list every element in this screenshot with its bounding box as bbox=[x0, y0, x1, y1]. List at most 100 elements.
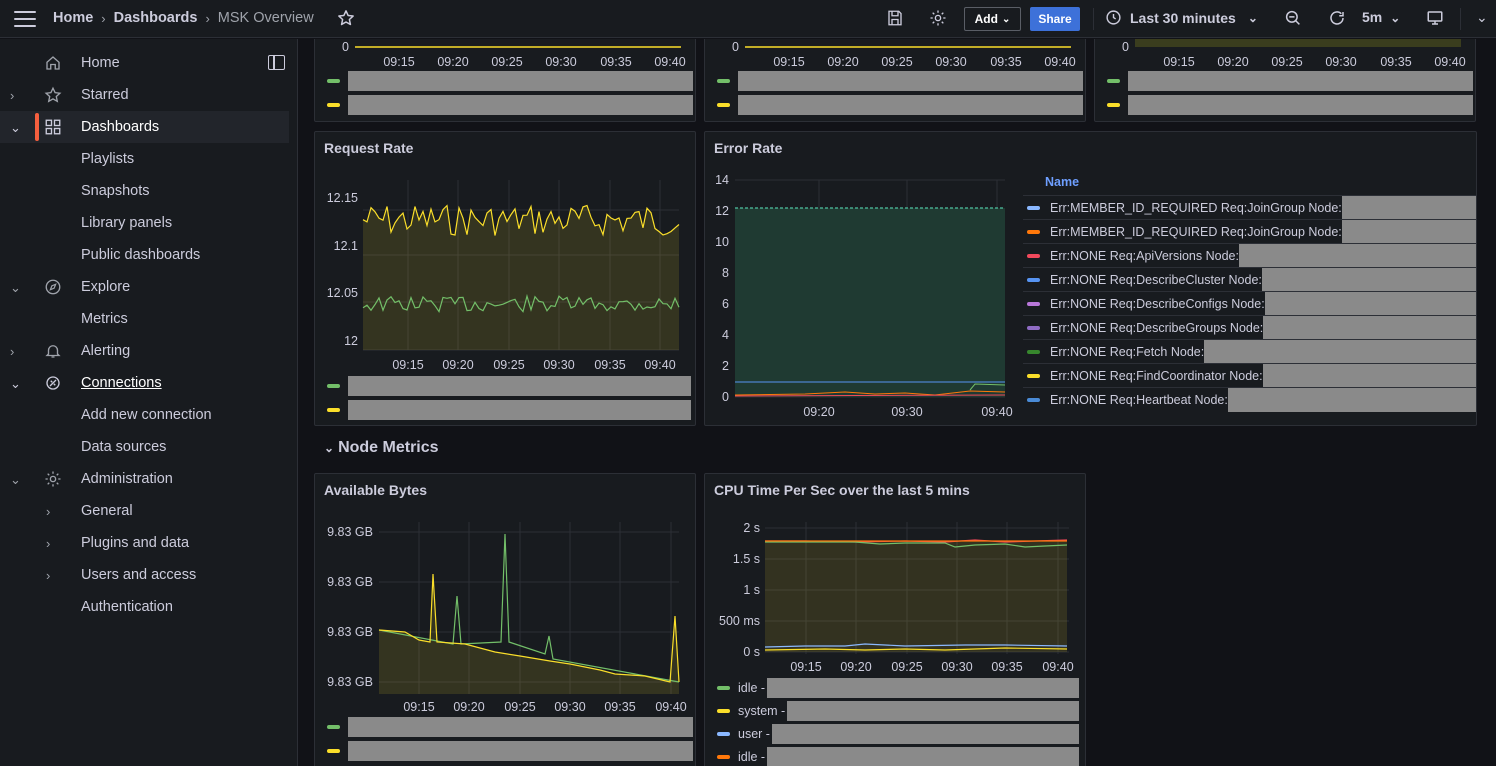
legend-item[interactable]: Err:NONE Req:DescribeCluster Node: bbox=[1023, 267, 1476, 292]
legend-item[interactable] bbox=[717, 95, 1083, 115]
panel-top-3-chart: 0 09:15 09:20 09:25 09:30 09:35 09:40 bbox=[1122, 39, 1466, 69]
chevron-down-icon[interactable]: ⌄ bbox=[10, 376, 21, 391]
redacted-label bbox=[1263, 315, 1476, 340]
legend-item[interactable]: idle - bbox=[717, 747, 1079, 766]
legend-item[interactable]: Err:NONE Req:Heartbeat Node: bbox=[1023, 387, 1476, 412]
panel-title[interactable]: CPU Time Per Sec over the last 5 mins bbox=[714, 482, 970, 498]
panel-title[interactable]: Available Bytes bbox=[324, 482, 427, 498]
y-tick: 0 bbox=[722, 390, 729, 404]
sidebar-item-snapshots[interactable]: Snapshots bbox=[0, 175, 298, 207]
legend-item[interactable]: Err:NONE Req:ApiVersions Node: bbox=[1023, 243, 1476, 268]
refresh-interval-picker[interactable]: 5m ⌄ bbox=[1362, 9, 1400, 25]
sidebar-item-plugins-and-data[interactable]: › Plugins and data bbox=[0, 527, 298, 559]
chevron-right-icon[interactable]: › bbox=[46, 536, 51, 551]
chevron-down-icon[interactable]: ⌄ bbox=[10, 472, 21, 487]
legend-item[interactable]: Err:NONE Req:Fetch Node: bbox=[1023, 339, 1476, 364]
sidebar-item-alerting[interactable]: › Alerting bbox=[0, 335, 298, 367]
legend-item[interactable] bbox=[717, 71, 1083, 91]
sidebar-item-public-dashboards[interactable]: Public dashboards bbox=[0, 239, 298, 271]
sidebar-item-home[interactable]: Home bbox=[0, 47, 298, 79]
redacted-label bbox=[767, 747, 1079, 766]
row-node-metrics[interactable]: ⌄ Node Metrics bbox=[324, 439, 439, 457]
dock-menu-icon[interactable] bbox=[268, 55, 285, 70]
legend-item[interactable] bbox=[1107, 71, 1473, 91]
legend-label: Err:NONE Req:Heartbeat Node: bbox=[1050, 392, 1228, 407]
home-icon bbox=[46, 56, 60, 70]
redacted-label bbox=[348, 741, 693, 761]
gear-icon[interactable] bbox=[929, 9, 947, 27]
sidebar-item-explore[interactable]: ⌄ Explore bbox=[0, 271, 298, 303]
x-tick: 09:20 bbox=[1217, 55, 1248, 69]
panel-title[interactable]: Request Rate bbox=[324, 140, 414, 156]
add-button[interactable]: Add ⌄ bbox=[964, 7, 1021, 31]
legend-swatch bbox=[1027, 325, 1040, 330]
zoom-out-icon[interactable] bbox=[1284, 9, 1302, 27]
chevron-right-icon[interactable]: › bbox=[46, 568, 51, 583]
x-tick: 09:40 bbox=[644, 358, 675, 372]
legend-item[interactable]: Err:NONE Req:DescribeConfigs Node: bbox=[1023, 291, 1476, 316]
sidebar-item-authentication[interactable]: Authentication bbox=[0, 591, 298, 623]
legend-label: Err:NONE Req:DescribeCluster Node: bbox=[1050, 272, 1262, 287]
sidebar-item-label: Authentication bbox=[81, 599, 173, 615]
sidebar-item-label: Connections bbox=[81, 375, 162, 391]
legend-item[interactable] bbox=[327, 400, 691, 420]
legend-swatch bbox=[1027, 397, 1040, 402]
sidebar-item-label: Home bbox=[81, 55, 120, 71]
y-tick: 10 bbox=[715, 235, 729, 249]
sidebar-item-metrics[interactable]: Metrics bbox=[0, 303, 298, 335]
sidebar-item-administration[interactable]: ⌄ Administration bbox=[0, 463, 298, 495]
toolbar-divider bbox=[1093, 8, 1094, 30]
legend-item[interactable] bbox=[327, 71, 693, 91]
save-icon[interactable] bbox=[886, 9, 904, 27]
legend-item[interactable]: system - bbox=[717, 701, 1079, 721]
legend-item[interactable]: idle - bbox=[717, 678, 1079, 698]
sidebar-item-general[interactable]: › General bbox=[0, 495, 298, 527]
panel-title[interactable]: Error Rate bbox=[714, 140, 783, 156]
legend-item[interactable] bbox=[327, 376, 691, 396]
legend-item[interactable] bbox=[327, 717, 693, 737]
x-tick: 09:15 bbox=[790, 660, 821, 674]
sidebar-item-playlists[interactable]: Playlists bbox=[0, 143, 298, 175]
legend-item[interactable]: Err:MEMBER_ID_REQUIRED Req:JoinGroup Nod… bbox=[1023, 195, 1476, 220]
sidebar-item-library-panels[interactable]: Library panels bbox=[0, 207, 298, 239]
y-tick: 0 bbox=[732, 40, 739, 54]
legend-item[interactable]: user - bbox=[717, 724, 1079, 744]
redacted-label bbox=[1341, 219, 1476, 244]
legend-item[interactable] bbox=[327, 741, 693, 761]
sidebar-item-data-sources[interactable]: Data sources bbox=[0, 431, 298, 463]
chevron-right-icon[interactable]: › bbox=[10, 88, 15, 103]
x-tick: 09:25 bbox=[881, 55, 912, 69]
legend-item[interactable] bbox=[327, 95, 693, 115]
x-tick: 09:35 bbox=[990, 55, 1021, 69]
sidebar-item-dashboards[interactable]: ⌄ Dashboards bbox=[0, 111, 289, 143]
sidebar-item-add-new-connection[interactable]: Add new connection bbox=[0, 399, 298, 431]
legend-item[interactable] bbox=[1107, 95, 1473, 115]
legend-item[interactable]: Err:MEMBER_ID_REQUIRED Req:JoinGroup Nod… bbox=[1023, 219, 1476, 244]
clock-icon bbox=[1106, 10, 1121, 25]
legend-swatch bbox=[1027, 229, 1040, 234]
breadcrumb-dashboards[interactable]: Dashboards bbox=[113, 10, 198, 26]
sidebar-item-users-and-access[interactable]: › Users and access bbox=[0, 559, 298, 591]
menu-icon[interactable] bbox=[14, 11, 36, 27]
legend-item[interactable]: Err:NONE Req:DescribeGroups Node: bbox=[1023, 315, 1476, 340]
legend-column-name[interactable]: Name bbox=[1045, 175, 1080, 189]
time-range-picker[interactable]: Last 30 minutes ⌄ bbox=[1105, 9, 1258, 26]
refresh-icon[interactable] bbox=[1328, 9, 1346, 27]
legend-item[interactable]: Err:NONE Req:FindCoordinator Node: bbox=[1023, 363, 1476, 388]
sidebar-item-connections[interactable]: ⌄ Connections bbox=[0, 367, 298, 399]
star-icon[interactable] bbox=[337, 9, 355, 27]
chevron-right-icon[interactable]: › bbox=[10, 344, 15, 359]
redacted-label bbox=[738, 95, 1083, 115]
tv-mode-icon[interactable] bbox=[1426, 9, 1444, 27]
sidebar-item-label: Dashboards bbox=[81, 119, 160, 135]
collapse-chevron-icon[interactable]: ⌄ bbox=[1476, 9, 1488, 25]
chevron-down-icon[interactable]: ⌄ bbox=[10, 280, 21, 295]
x-tick: 09:30 bbox=[554, 700, 585, 714]
sidebar-item-starred[interactable]: › Starred bbox=[0, 79, 298, 111]
x-tick: 09:30 bbox=[543, 358, 574, 372]
share-button[interactable]: Share bbox=[1030, 7, 1080, 31]
chevron-right-icon[interactable]: › bbox=[46, 504, 51, 519]
breadcrumb-home[interactable]: Home bbox=[53, 10, 94, 26]
chevron-down-icon[interactable]: ⌄ bbox=[10, 120, 21, 135]
chevron-right-icon: › bbox=[205, 10, 210, 26]
